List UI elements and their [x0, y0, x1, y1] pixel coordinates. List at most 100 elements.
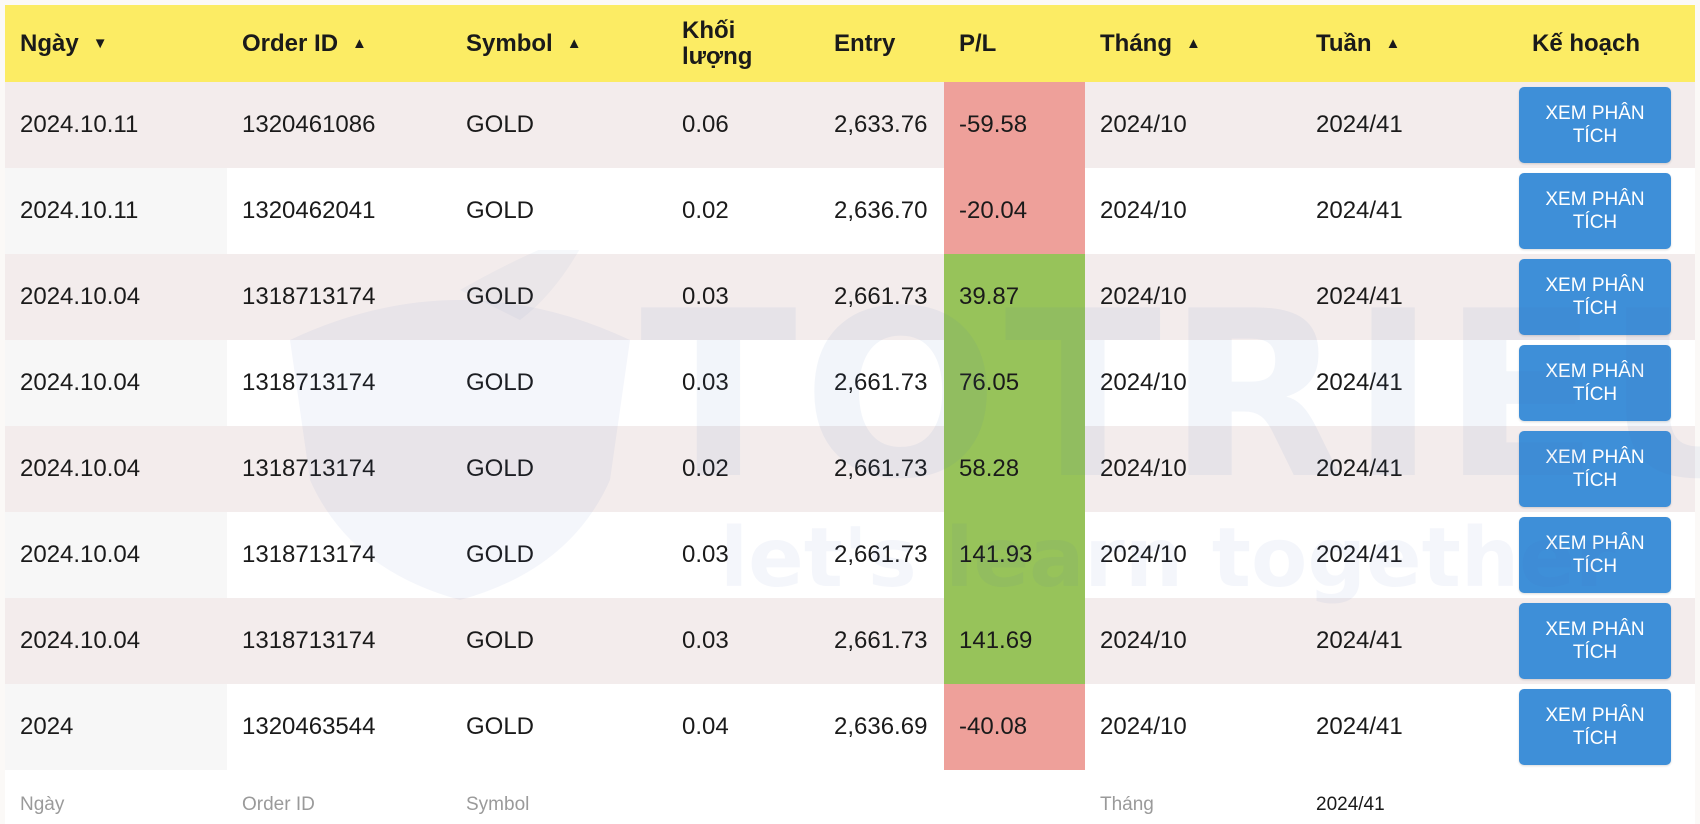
view-analysis-button[interactable]: XEM PHÂN TÍCH — [1519, 689, 1671, 765]
view-analysis-button[interactable]: XEM PHÂN TÍCH — [1519, 517, 1671, 593]
view-analysis-button[interactable]: XEM PHÂN TÍCH — [1519, 345, 1671, 421]
view-analysis-button[interactable]: XEM PHÂN TÍCH — [1519, 173, 1671, 249]
footer-month-label: Tháng — [1085, 770, 1301, 824]
table-row: 2024.10.04 1318713174 GOLD 0.03 2,661.73 39.8… — [5, 254, 1695, 340]
button-label-line2: TÍCH — [1572, 298, 1618, 319]
trades-table: Ngày ▼ Order ID ▲ Symbol ▲ Khối lượng Entry … — [5, 5, 1695, 824]
cell-entry: 2,636.69 — [819, 684, 944, 770]
column-header-order-id[interactable]: Order ID ▲ — [227, 5, 451, 82]
cell-symbol: GOLD — [451, 82, 667, 168]
cell-volume: 0.06 — [667, 82, 819, 168]
cell-month: 2024/10 — [1085, 684, 1301, 770]
sort-up-icon[interactable]: ▲ — [1186, 34, 1201, 52]
button-label-line1: XEM PHÂN — [1545, 619, 1645, 640]
view-analysis-button-label: XEM PHÂN TÍCH — [1545, 360, 1644, 406]
column-header-volume-line1: Khối — [682, 16, 736, 44]
footer-empty — [1517, 770, 1695, 824]
table-row: 2024.10.11 1320462041 GOLD 0.02 2,636.70 -20.… — [5, 168, 1695, 254]
button-label-line2: TÍCH — [1572, 642, 1618, 663]
cell-plan: XEM PHÂN TÍCH — [1517, 254, 1695, 340]
cell-symbol: GOLD — [451, 340, 667, 426]
column-header-pl-label: P/L — [959, 29, 997, 57]
view-analysis-button[interactable]: XEM PHÂN TÍCH — [1519, 87, 1671, 163]
column-header-symbol-label: Symbol — [466, 29, 553, 57]
cell-order-id: 1318713174 — [227, 254, 451, 340]
column-header-entry: Entry — [819, 5, 944, 82]
view-analysis-button-label: XEM PHÂN TÍCH — [1545, 704, 1644, 750]
table-row: 2024.10.04 1318713174 GOLD 0.02 2,661.73 58.2… — [5, 426, 1695, 512]
cell-order-id: 1318713174 — [227, 426, 451, 512]
cell-entry: 2,661.73 — [819, 512, 944, 598]
cell-order-id: 1318713174 — [227, 340, 451, 426]
view-analysis-button-label: XEM PHÂN TÍCH — [1545, 188, 1644, 234]
footer-symbol-label: Symbol — [451, 770, 667, 824]
cell-pl: 76.05 — [944, 340, 1085, 426]
view-analysis-button[interactable]: XEM PHÂN TÍCH — [1519, 431, 1671, 507]
cell-month: 2024/10 — [1085, 254, 1301, 340]
cell-entry: 2,636.70 — [819, 168, 944, 254]
column-header-volume-line2: lượng — [682, 42, 753, 70]
column-header-week[interactable]: Tuần ▲ — [1301, 5, 1517, 82]
column-header-pl: P/L — [944, 5, 1085, 82]
cell-pl: -40.08 — [944, 684, 1085, 770]
table-row: 2024.10.04 1318713174 GOLD 0.03 2,661.73 76.0… — [5, 340, 1695, 426]
cell-date: 2024.10.11 — [5, 168, 227, 254]
table-row: 2024.10.11 1320461086 GOLD 0.06 2,633.76 -59.… — [5, 82, 1695, 168]
cell-volume: 0.03 — [667, 512, 819, 598]
cell-plan: XEM PHÂN TÍCH — [1517, 82, 1695, 168]
cell-volume: 0.04 — [667, 684, 819, 770]
cell-date: 2024 — [5, 684, 227, 770]
cell-symbol: GOLD — [451, 426, 667, 512]
column-header-month[interactable]: Tháng ▲ — [1085, 5, 1301, 82]
cell-week: 2024/41 — [1301, 512, 1517, 598]
cell-pl: 141.93 — [944, 512, 1085, 598]
cell-week: 2024/41 — [1301, 684, 1517, 770]
cell-volume: 0.03 — [667, 598, 819, 684]
cell-symbol: GOLD — [451, 512, 667, 598]
cell-month: 2024/10 — [1085, 512, 1301, 598]
cell-plan: XEM PHÂN TÍCH — [1517, 512, 1695, 598]
column-header-symbol[interactable]: Symbol ▲ — [451, 5, 667, 82]
cell-symbol: GOLD — [451, 254, 667, 340]
cell-month: 2024/10 — [1085, 340, 1301, 426]
view-analysis-button[interactable]: XEM PHÂN TÍCH — [1519, 603, 1671, 679]
button-label-line1: XEM PHÂN — [1545, 533, 1645, 554]
button-label-line2: TÍCH — [1572, 728, 1618, 749]
table-header-row: Ngày ▼ Order ID ▲ Symbol ▲ Khối lượng Entry … — [5, 5, 1695, 82]
column-header-order-id-label: Order ID — [242, 29, 339, 57]
cell-date: 2024.10.11 — [5, 82, 227, 168]
cell-month: 2024/10 — [1085, 168, 1301, 254]
column-header-date[interactable]: Ngày ▼ — [5, 5, 227, 82]
cell-date: 2024.10.04 — [5, 340, 227, 426]
cell-volume: 0.03 — [667, 254, 819, 340]
column-header-week-label: Tuần — [1316, 29, 1372, 57]
cell-pl: 58.28 — [944, 426, 1085, 512]
sort-up-icon[interactable]: ▲ — [1385, 34, 1401, 52]
cell-symbol: GOLD — [451, 684, 667, 770]
cell-pl: -59.58 — [944, 82, 1085, 168]
view-analysis-button-label: XEM PHÂN TÍCH — [1545, 446, 1644, 492]
cell-plan: XEM PHÂN TÍCH — [1517, 426, 1695, 512]
cell-week: 2024/41 — [1301, 426, 1517, 512]
cell-pl: 141.69 — [944, 598, 1085, 684]
cell-pl: -20.04 — [944, 168, 1085, 254]
sort-up-icon[interactable]: ▲ — [566, 34, 582, 52]
sort-down-icon[interactable]: ▼ — [92, 34, 108, 52]
button-label-line1: XEM PHÂN — [1545, 361, 1645, 382]
button-label-line1: XEM PHÂN — [1545, 103, 1645, 124]
button-label-line1: XEM PHÂN — [1545, 275, 1645, 296]
button-label-line1: XEM PHÂN — [1545, 705, 1645, 726]
cell-plan: XEM PHÂN TÍCH — [1517, 340, 1695, 426]
cell-date: 2024.10.04 — [5, 426, 227, 512]
view-analysis-button[interactable]: XEM PHÂN TÍCH — [1519, 259, 1671, 335]
cell-order-id: 1320463544 — [227, 684, 451, 770]
cell-plan: XEM PHÂN TÍCH — [1517, 684, 1695, 770]
button-label-line1: XEM PHÂN — [1545, 189, 1645, 210]
cell-symbol: GOLD — [451, 168, 667, 254]
column-header-plan: Kế hoạch — [1517, 5, 1695, 82]
view-analysis-button-label: XEM PHÂN TÍCH — [1545, 532, 1644, 578]
sort-up-icon[interactable]: ▲ — [352, 34, 367, 52]
table-row: 2024.10.04 1318713174 GOLD 0.03 2,661.73 141.… — [5, 598, 1695, 684]
cell-entry: 2,633.76 — [819, 82, 944, 168]
cell-order-id: 1318713174 — [227, 598, 451, 684]
